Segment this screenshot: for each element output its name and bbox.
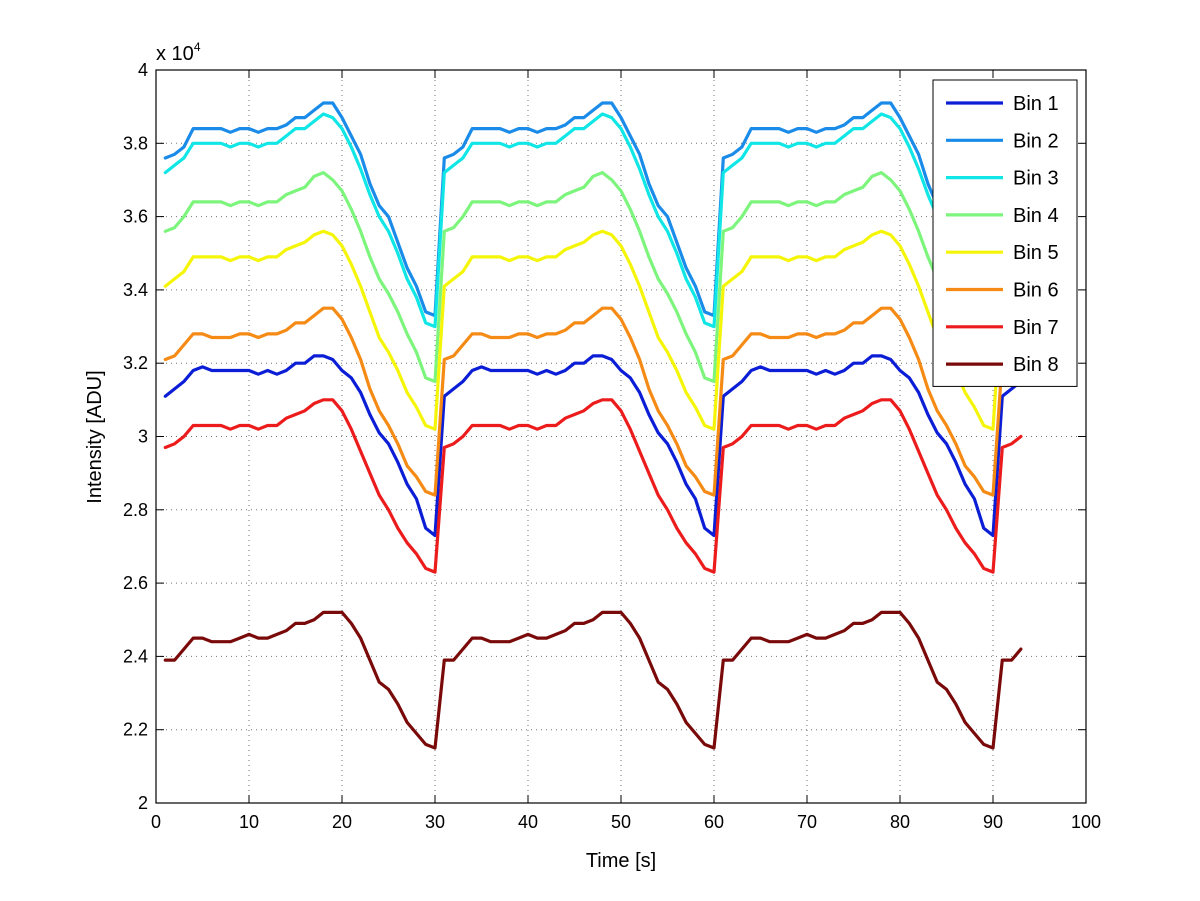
- y-tick-label: 2.6: [123, 573, 148, 593]
- x-axis-label: Time [s]: [586, 850, 656, 872]
- x-tick-label: 20: [332, 812, 352, 832]
- legend: Bin 1 Bin 2 Bin 3 Bin 4 Bin 5 Bin 6 Bin 7 Bin 8: [932, 79, 1078, 387]
- series-line-bin-3: [163, 112, 1023, 329]
- series-group: [163, 101, 1023, 750]
- series-line-bin-4: [163, 171, 1023, 384]
- y-multiplier: x 104: [156, 40, 201, 65]
- legend-label: Bin 4: [1013, 205, 1059, 227]
- y-tick-label: 3.8: [123, 133, 148, 153]
- legend-label: Bin 7: [1013, 317, 1059, 339]
- x-tick-label: 90: [983, 812, 1003, 832]
- x-tick-label: 40: [518, 812, 538, 832]
- y-axis-label: Intensity [ADU]: [84, 370, 106, 503]
- x-tick-label: 100: [1071, 812, 1101, 832]
- y-tick-label: 3.2: [123, 353, 148, 373]
- x-tick-label: 10: [239, 812, 259, 832]
- y-tick-label: 2.4: [123, 646, 148, 666]
- legend-label: Bin 3: [1013, 168, 1059, 190]
- series-line-bin-7: [163, 398, 1023, 574]
- x-tick-label: 70: [797, 812, 817, 832]
- axis-ticks: 0 10 20 30 40 50 60 70 80 90 100 2 2.2 2.4 2.6 2.8 3 3.2 3…: [123, 60, 1101, 832]
- x-tick-label: 50: [611, 812, 631, 832]
- y-tick-label: 3.4: [123, 280, 148, 300]
- legend-label: Bin 2: [1013, 130, 1059, 152]
- y-tick-label: 3.6: [123, 207, 148, 227]
- series-line-bin-1: [163, 354, 1023, 538]
- y-tick-label: 2: [138, 793, 148, 813]
- y-tick-label: 4: [138, 60, 148, 80]
- series-line-bin-5: [163, 229, 1023, 431]
- series-line-bin-2: [163, 101, 1023, 318]
- series-line-bin-8: [163, 610, 1023, 750]
- x-tick-label: 80: [890, 812, 910, 832]
- x-tick-label: 60: [704, 812, 724, 832]
- x-tick-label: 0: [151, 812, 161, 832]
- legend-label: Bin 1: [1013, 93, 1059, 115]
- x-tick-label: 30: [425, 812, 445, 832]
- legend-box: [932, 79, 1078, 387]
- y-tick-label: 2.2: [123, 720, 148, 740]
- legend-label: Bin 6: [1013, 280, 1059, 302]
- legend-label: Bin 5: [1013, 242, 1059, 264]
- y-tick-label: 2.8: [123, 500, 148, 520]
- grid: [156, 70, 1086, 803]
- series-line-bin-6: [163, 306, 1023, 497]
- legend-label: Bin 8: [1013, 354, 1059, 376]
- y-tick-label: 3: [138, 427, 148, 447]
